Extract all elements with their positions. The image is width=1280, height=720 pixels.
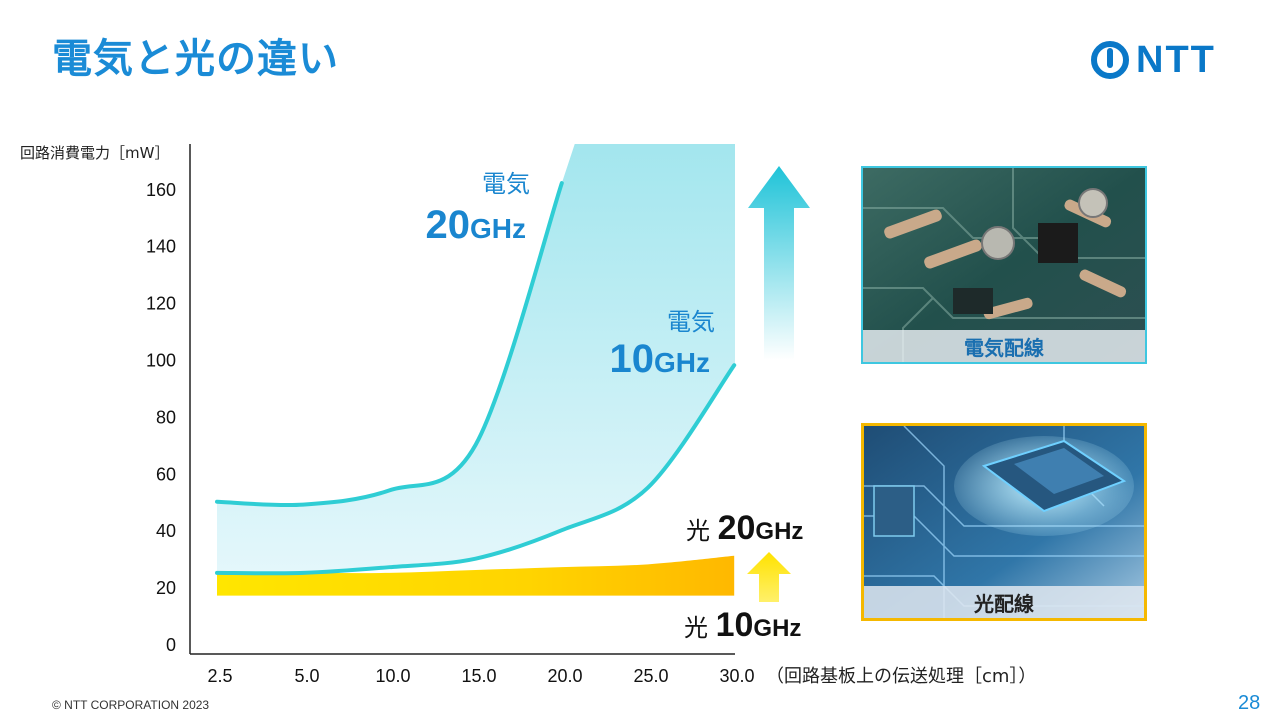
- y-tick-label: 40: [156, 521, 176, 541]
- slide-title: 電気と光の違い: [52, 36, 339, 82]
- series-label-opt10: 光 10GHz: [684, 606, 801, 644]
- y-axis-title: 回路消費電力［mW］: [20, 144, 169, 162]
- electric-wiring-photo: 電気配線: [861, 166, 1147, 364]
- page-number: 28: [1238, 692, 1261, 714]
- series-label-elec20-prefix: 電気: [482, 170, 530, 198]
- optical-power-band: [217, 555, 735, 596]
- optical-wiring-photo: 光配線: [861, 423, 1147, 621]
- x-tick-label: 25.0: [633, 666, 668, 686]
- y-tick-label: 80: [156, 407, 176, 427]
- y-tick-label: 0: [166, 635, 176, 655]
- series-label-elec20-value-text: 20GHz: [426, 203, 527, 247]
- optical-increase-arrow: [747, 552, 791, 602]
- series-line-electric-20ghz: [215, 181, 564, 508]
- ghz-number: 10: [716, 606, 754, 644]
- series-label-opt20-value: 20GHz: [718, 509, 804, 547]
- series-label-elec10-value: 10GHz: [610, 337, 711, 381]
- electric-wiring-caption: 電気配線: [863, 330, 1145, 362]
- ghz-number: 20: [426, 203, 471, 247]
- ntt-logo-text: NTT: [1136, 38, 1216, 81]
- ghz-number: 10: [610, 337, 655, 381]
- x-axis-title: （回路基板上の伝送処理［cm］）: [766, 666, 1036, 687]
- electric-increase-arrow: [748, 166, 810, 360]
- x-tick-label: 30.0: [719, 666, 754, 686]
- series-label-elec10-prefix: 電気: [667, 308, 715, 336]
- x-tick-label: 20.0: [547, 666, 582, 686]
- electric-power-region: [217, 144, 735, 574]
- y-tick-label: 100: [146, 351, 176, 371]
- ghz-unit: GHz: [470, 213, 526, 244]
- y-tick-label: 60: [156, 464, 176, 484]
- ghz-unit: GHz: [654, 347, 710, 378]
- x-tick-label: 15.0: [461, 666, 496, 686]
- series-label-opt10-prefix: 光: [684, 614, 708, 642]
- ntt-logo: NTT: [1090, 38, 1216, 82]
- series-label-elec20-value: 20GHz: [426, 203, 527, 247]
- x-tick-label: 10.0: [375, 666, 410, 686]
- x-tick-label: 2.5: [207, 666, 232, 686]
- circuit-board-image: [863, 168, 1145, 362]
- optical-wiring-caption: 光配線: [864, 586, 1144, 618]
- y-tick-label: 160: [146, 180, 176, 200]
- y-tick-label: 120: [146, 294, 176, 314]
- x-tick-label: 5.0: [294, 666, 319, 686]
- copyright-notice: © NTT CORPORATION 2023: [52, 698, 210, 712]
- series-label-opt20: 光 20GHz: [686, 509, 803, 547]
- series-label-elec10-value-text: 10GHz: [610, 337, 711, 381]
- ghz-unit: GHz: [755, 518, 803, 545]
- y-tick-label: 20: [156, 578, 176, 598]
- ghz-number: 20: [718, 509, 756, 547]
- ntt-logo-icon: [1091, 41, 1129, 79]
- ghz-unit: GHz: [753, 615, 801, 642]
- series-label-opt20-prefix: 光: [686, 517, 710, 545]
- y-tick-label: 140: [146, 237, 176, 257]
- series-line-electric-10ghz: [215, 363, 737, 576]
- series-label-opt10-value: 10GHz: [716, 606, 802, 644]
